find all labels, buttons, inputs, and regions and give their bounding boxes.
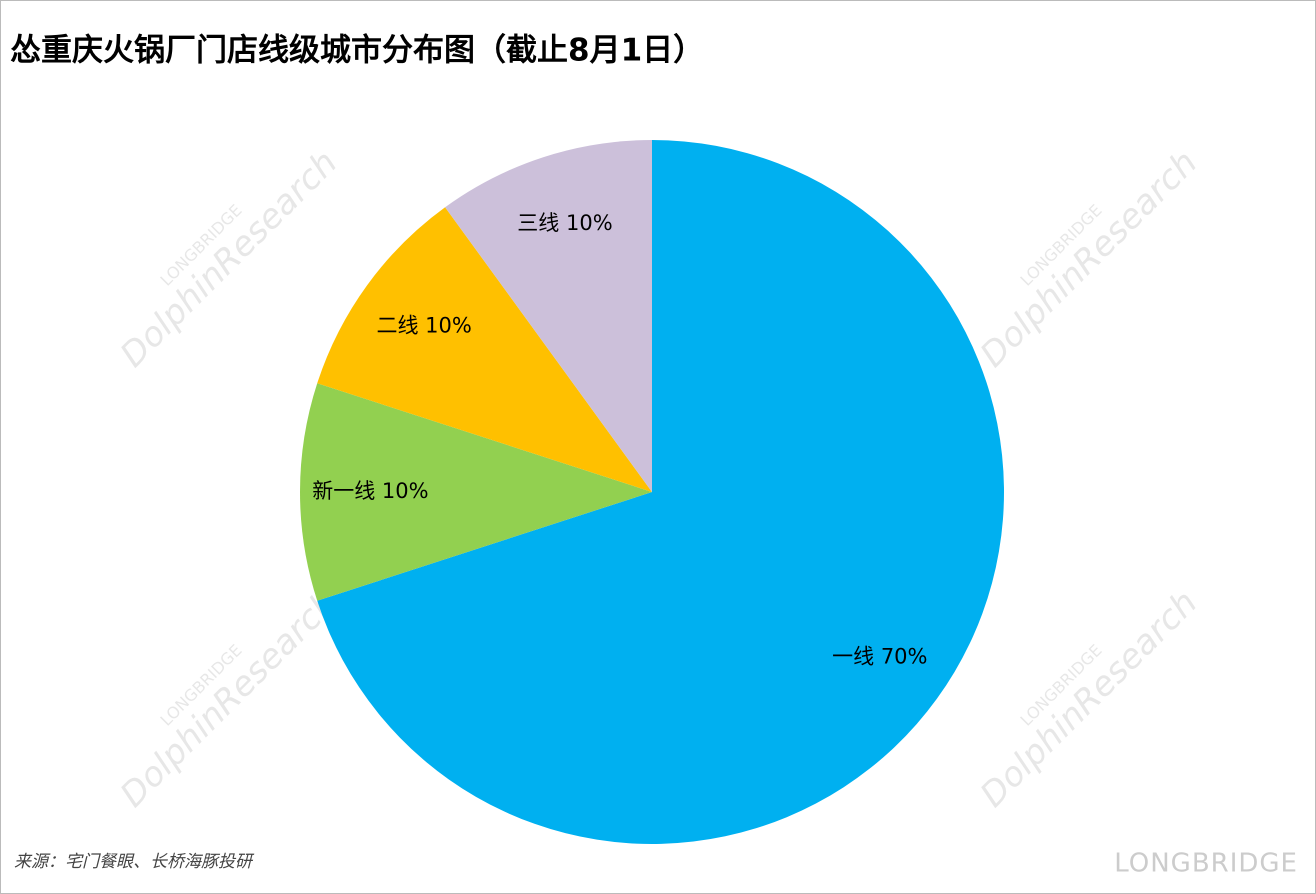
- pie-slice: [317, 140, 1004, 844]
- label-value: 10%: [566, 211, 613, 235]
- label-category: 二线: [376, 313, 418, 337]
- data-label: 新一线 10%: [312, 479, 428, 503]
- source: 来源：宅门餐眼、长桥海豚投研: [14, 852, 255, 872]
- label-category: 三线: [517, 211, 559, 235]
- label-value: 10%: [425, 313, 472, 337]
- footer-logo: LONGBRIDGE: [1114, 849, 1298, 879]
- pie-slice: [445, 140, 652, 492]
- chart-title: 怂重庆火锅厂门店线级城市分布图（截止8月1日）: [10, 33, 704, 69]
- pie: 一线 70%新一线 10%二线 10%三线 10%: [300, 140, 1004, 844]
- label-category: 一线: [832, 645, 874, 669]
- label-category: 新一线: [312, 479, 375, 503]
- data-label: 二线 10%: [376, 313, 471, 337]
- label-value: 10%: [382, 479, 429, 503]
- data-label: 三线 10%: [517, 211, 612, 235]
- label-value: 70%: [881, 645, 928, 669]
- pie-slice: [317, 207, 652, 492]
- data-label: 一线 70%: [832, 645, 927, 669]
- pie-slice: [300, 383, 652, 601]
